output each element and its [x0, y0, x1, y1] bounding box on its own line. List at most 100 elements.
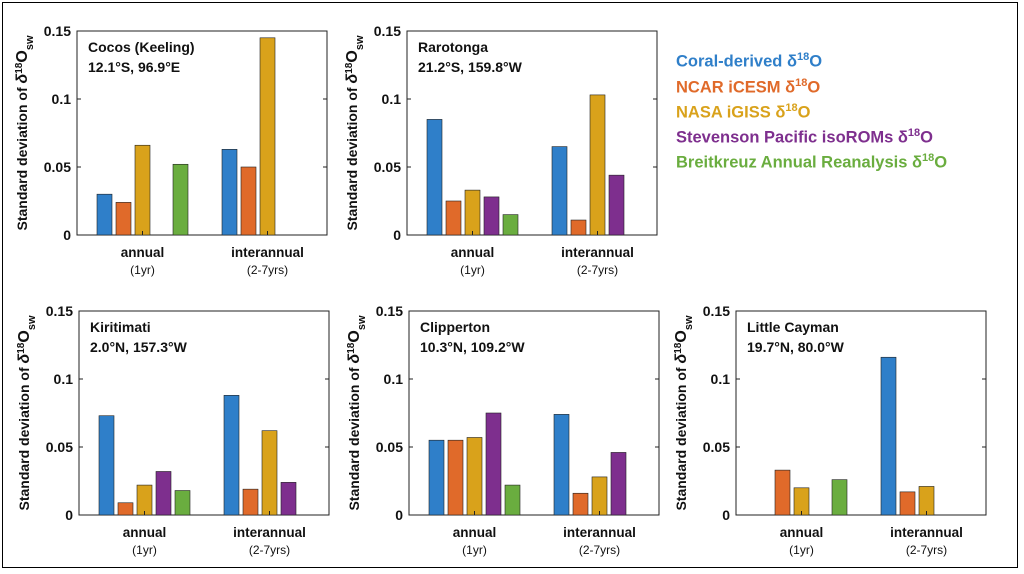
- y-tick-label: 0.15: [703, 303, 730, 319]
- y-tick-label: 0.05: [44, 159, 71, 175]
- bar-ncar-icesm: [242, 488, 259, 516]
- y-tick-label: 0.15: [46, 303, 73, 319]
- bar-coral-derived: [221, 149, 238, 236]
- y-axis-label: Standard deviation of δ18Osw: [14, 35, 37, 230]
- x-category-sublabel: (2-7yrs): [577, 263, 618, 277]
- bar-ncar-icesm: [115, 202, 132, 236]
- legend-label: Breitkreuz Annual Reanalysis δ: [676, 153, 922, 172]
- chart-panel-clipperton: 0 0.05 0.1 0.15 Standard deviation of δ18Osw…: [346, 303, 660, 557]
- bar-nasa-igiss: [136, 484, 153, 516]
- site-coords: 21.2°S, 159.8°W: [418, 59, 523, 75]
- legend-label: NASA iGISS δ: [676, 103, 786, 122]
- axes-box: [76, 30, 328, 236]
- bar-breitkreuz-annual-reanalysis: [502, 214, 519, 236]
- bar-stevenson-pacific-isoroms: [483, 196, 500, 236]
- bar-ncar-icesm: [445, 200, 462, 236]
- y-tick-label: 0.05: [703, 439, 730, 455]
- chart-panel-little-cayman: 0 0.05 0.1 0.15 Standard deviation of δ18Osw…: [673, 303, 987, 557]
- site-coords: 10.3°N, 109.2°W: [420, 339, 525, 355]
- legend-item-isoroms: Stevenson Pacific isoROMs δ18O: [676, 127, 934, 147]
- x-category-label: interannual: [561, 245, 634, 260]
- x-category-sublabel: (1yr): [789, 543, 814, 557]
- y-tick-label: 0: [722, 507, 730, 523]
- site-title: Little Cayman: [747, 319, 839, 335]
- charts-svg: 0 0.05 0.1 0.15 Standard deviation of δ18Osw…: [14, 23, 987, 557]
- y-tick-label: 0.1: [711, 371, 731, 387]
- bar-stevenson-pacific-isoroms: [280, 482, 297, 516]
- x-category-sublabel: (2-7yrs): [249, 543, 290, 557]
- y-tick-label: 0.15: [374, 23, 401, 39]
- axes-box: [78, 310, 330, 516]
- bar-coral-derived: [553, 414, 570, 516]
- legend-label: Coral-derived δ: [676, 52, 797, 71]
- bar-breitkreuz-annual-reanalysis: [831, 479, 848, 516]
- bar-coral-derived: [96, 193, 113, 236]
- x-category-sublabel: (1yr): [132, 543, 157, 557]
- bar-coral-derived: [880, 356, 897, 516]
- axes-box: [406, 30, 658, 236]
- x-category-sublabel: (1yr): [460, 263, 485, 277]
- bar-nasa-igiss: [261, 430, 278, 516]
- x-category-sublabel: (1yr): [130, 263, 155, 277]
- x-category-label: interannual: [890, 525, 963, 540]
- y-axis-label: Standard deviation of δ18Osw: [344, 35, 367, 230]
- y-tick-label: 0.05: [46, 439, 73, 455]
- bar-nasa-igiss: [464, 189, 481, 236]
- x-category-label: annual: [780, 525, 824, 540]
- y-tick-label: 0.1: [54, 371, 74, 387]
- site-coords: 12.1°S, 96.9°E: [88, 59, 180, 75]
- bar-ncar-icesm: [572, 492, 589, 516]
- bar-stevenson-pacific-isoroms: [610, 452, 627, 516]
- x-category-sublabel: (2-7yrs): [579, 543, 620, 557]
- bar-breitkreuz-annual-reanalysis: [504, 484, 521, 516]
- x-category-label: annual: [453, 525, 497, 540]
- bar-breitkreuz-annual-reanalysis: [174, 490, 191, 516]
- x-category-sublabel: (2-7yrs): [247, 263, 288, 277]
- y-tick-label: 0.15: [376, 303, 403, 319]
- y-axis-label: Standard deviation of δ18Osw: [16, 315, 39, 510]
- legend-item-icesm: NCAR iCESM δ18O: [676, 77, 821, 97]
- bar-stevenson-pacific-isoroms: [608, 174, 625, 236]
- chart-panel-cocos-keeling: 0 0.05 0.1 0.15 Standard deviation of δ18Osw…: [14, 23, 328, 277]
- site-coords: 2.0°N, 157.3°W: [90, 339, 188, 355]
- legend-label: NCAR iCESM δ: [676, 78, 796, 97]
- x-category-label: interannual: [563, 525, 636, 540]
- legend-label: Stevenson Pacific isoROMs δ: [676, 128, 908, 147]
- x-category-label: interannual: [233, 525, 306, 540]
- bar-nasa-igiss: [259, 37, 276, 236]
- site-title: Clipperton: [420, 319, 490, 335]
- axes-box: [408, 310, 660, 516]
- y-tick-label: 0: [63, 227, 71, 243]
- chart-panel-rarotonga: 0 0.05 0.1 0.15 Standard deviation of δ18Osw…: [344, 23, 658, 277]
- bar-ncar-icesm: [774, 469, 791, 516]
- bar-nasa-igiss: [918, 486, 935, 516]
- site-title: Cocos (Keeling): [88, 39, 195, 55]
- x-category-label: annual: [123, 525, 167, 540]
- bar-coral-derived: [551, 146, 568, 236]
- figure-frame: 0 0.05 0.1 0.15 Standard deviation of δ18Osw…: [2, 2, 1018, 568]
- y-tick-label: 0.05: [374, 159, 401, 175]
- y-tick-label: 0.1: [52, 91, 72, 107]
- y-tick-label: 0.15: [44, 23, 71, 39]
- bar-nasa-igiss: [591, 476, 608, 516]
- bar-stevenson-pacific-isoroms: [155, 471, 172, 516]
- axes-box: [735, 310, 987, 516]
- x-category-label: annual: [451, 245, 495, 260]
- y-axis-label: Standard deviation of δ18Osw: [346, 315, 369, 510]
- bar-nasa-igiss: [793, 487, 810, 516]
- y-tick-label: 0.1: [382, 91, 402, 107]
- bar-nasa-igiss: [589, 94, 606, 236]
- bar-breitkreuz-annual-reanalysis: [172, 163, 189, 236]
- bar-ncar-icesm: [899, 491, 916, 516]
- y-tick-label: 0: [393, 227, 401, 243]
- y-tick-label: 0: [65, 507, 73, 523]
- bar-coral-derived: [223, 395, 240, 516]
- bar-coral-derived: [98, 415, 115, 516]
- site-title: Kiritimati: [90, 319, 151, 335]
- bar-coral-derived: [426, 119, 443, 236]
- y-tick-label: 0: [395, 507, 403, 523]
- bar-ncar-icesm: [240, 166, 257, 236]
- bar-nasa-igiss: [466, 437, 483, 516]
- y-tick-label: 0.05: [376, 439, 403, 455]
- x-category-sublabel: (1yr): [462, 543, 487, 557]
